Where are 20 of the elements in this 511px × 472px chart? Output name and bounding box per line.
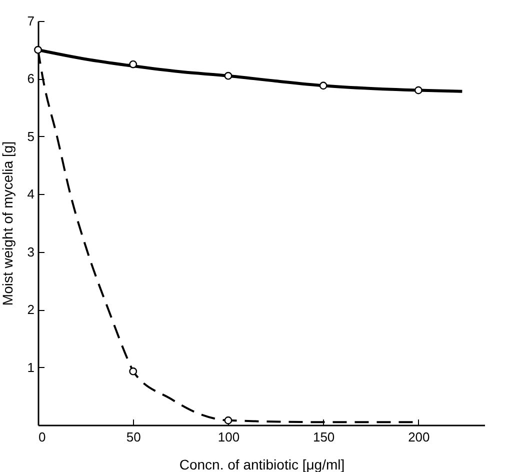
y-tick-label: 6: [27, 71, 34, 86]
point: [414, 86, 422, 94]
x-tick-label: 200: [408, 430, 430, 444]
point: [129, 60, 138, 68]
point: [129, 367, 138, 376]
x-tick-label: 150: [312, 430, 335, 444]
point: [224, 416, 232, 424]
x-tick-label: 50: [126, 430, 141, 444]
point: [319, 82, 328, 90]
y-tick-label: 3: [27, 244, 34, 260]
y-tick-label: 4: [27, 186, 34, 202]
y-tick-label: 5: [27, 128, 34, 144]
x-tick-label: 0: [38, 430, 46, 444]
y-axis-title: Moist weight of mycelia [g]: [0, 141, 16, 306]
point: [34, 46, 42, 54]
point: [224, 72, 232, 80]
y-tick-label: 7: [27, 14, 34, 28]
y-tick-label: 1: [27, 360, 34, 375]
y-tick-label: 2: [27, 302, 34, 318]
x-tick-label: 100: [218, 430, 240, 444]
